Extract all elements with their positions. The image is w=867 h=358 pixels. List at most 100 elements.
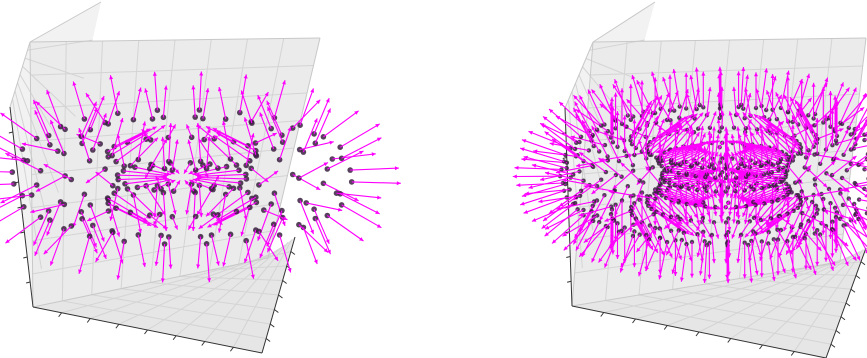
vector-arrowhead xyxy=(726,146,730,151)
vector-arrow xyxy=(798,105,818,140)
vector-arrowhead xyxy=(310,229,314,234)
vector-arrowhead xyxy=(620,162,625,167)
vector-arrow xyxy=(777,229,793,255)
vector-arrow xyxy=(703,245,708,284)
vector-arrowhead xyxy=(170,179,176,184)
vector-arrowhead xyxy=(718,66,722,71)
vector-arrow xyxy=(671,149,707,172)
vector-arrow xyxy=(341,137,382,159)
vector-arrow xyxy=(544,208,578,237)
vector-arrowhead xyxy=(612,84,617,89)
data-point xyxy=(819,191,824,197)
vector-arrow xyxy=(113,192,151,220)
vector-arrowhead xyxy=(545,225,550,230)
vector-arrowhead xyxy=(696,226,701,231)
vector-arrow xyxy=(612,170,634,190)
vector-arrow xyxy=(579,95,598,130)
axis-ticks xyxy=(561,132,866,356)
vector-arrowhead xyxy=(217,228,222,233)
vector-arrowhead xyxy=(775,92,780,97)
vector-arrow xyxy=(665,230,680,256)
vector-arrowhead xyxy=(523,210,529,214)
vector-arrowhead xyxy=(748,113,753,118)
vector-arrowhead xyxy=(185,210,190,215)
data-point xyxy=(602,193,607,198)
vector-arrowhead xyxy=(154,261,159,266)
vector-arrowhead xyxy=(725,200,730,206)
vector-arrowhead xyxy=(697,199,702,204)
vector-arrow xyxy=(21,143,58,152)
data-point xyxy=(719,125,725,130)
vector-arrow xyxy=(664,181,705,202)
vector-arrowhead xyxy=(688,215,693,220)
vector-arrow xyxy=(678,150,710,174)
vector-arrow xyxy=(713,134,719,169)
vector-arrowhead xyxy=(804,265,808,270)
vector-arrowhead xyxy=(109,75,114,80)
vector-arrowhead xyxy=(43,164,49,168)
vector-arrow xyxy=(657,189,702,205)
vector-arrowhead xyxy=(651,71,655,76)
vector-arrow xyxy=(92,225,107,260)
vector-arrowhead xyxy=(833,95,838,100)
vector-arrowhead xyxy=(735,211,740,217)
vector-arrow xyxy=(649,225,665,256)
vector-arrow xyxy=(339,193,380,215)
vector-arrowhead xyxy=(587,89,592,94)
vector-arrowhead xyxy=(676,121,681,126)
vector-arrowhead xyxy=(762,117,767,122)
vector-arrow xyxy=(556,200,595,210)
vector-arrowhead xyxy=(240,231,245,236)
vector-arrowhead xyxy=(206,126,211,131)
vector-arrowhead xyxy=(817,246,822,251)
vector-arrowhead xyxy=(693,113,698,118)
vector-arrowhead xyxy=(742,130,747,135)
vector-arrowhead xyxy=(713,211,718,216)
vector-arrow xyxy=(854,122,867,145)
vector-arrow xyxy=(619,135,634,166)
vector-arrow xyxy=(742,149,779,171)
y-tick xyxy=(830,343,836,348)
y-tick xyxy=(840,316,846,321)
vector-arrowhead xyxy=(778,94,782,100)
vector-arrowhead xyxy=(533,149,538,154)
vector-arrow xyxy=(575,113,595,147)
vector-arrowhead xyxy=(579,152,584,157)
vector-arrowhead xyxy=(821,230,826,235)
vector-arrowhead xyxy=(264,92,269,97)
vector-arrow xyxy=(641,115,659,152)
vector-arrow xyxy=(127,126,157,143)
vector-arrow xyxy=(759,128,788,160)
vector-arrowhead xyxy=(811,82,816,87)
vector-arrow xyxy=(591,174,617,195)
vector-arrowhead xyxy=(43,249,48,255)
vector-arrow xyxy=(670,123,682,161)
grid-line xyxy=(175,244,286,337)
vector-arrow xyxy=(523,156,567,169)
vector-arrow xyxy=(192,166,227,176)
vector-arrow xyxy=(850,220,867,253)
vector-arrow xyxy=(127,188,157,218)
vector-arrow xyxy=(658,241,668,280)
x-tick xyxy=(172,335,177,341)
vector-arrowhead xyxy=(640,80,644,85)
vector-arrowhead xyxy=(791,115,796,120)
vector-arrowhead xyxy=(0,113,5,117)
vector-arrow xyxy=(78,127,91,161)
vector-arrowhead xyxy=(736,71,741,76)
vector-arrow xyxy=(785,224,802,255)
vector-arrow xyxy=(657,146,702,162)
vector-arrowhead xyxy=(153,137,158,142)
vector-arrowhead xyxy=(195,176,200,181)
vector-arrow xyxy=(649,118,683,143)
vector-arrow xyxy=(767,243,775,282)
vector-arrowhead xyxy=(754,72,758,77)
vector-arrow xyxy=(733,86,737,116)
vector-arrowhead xyxy=(645,166,650,171)
vector-arrow xyxy=(620,234,641,268)
vector-arrowhead xyxy=(168,123,173,128)
vector-arrow xyxy=(747,244,753,283)
vector-arrowhead xyxy=(189,179,194,184)
vector-arrow xyxy=(737,126,742,165)
vector-arrow xyxy=(798,109,818,144)
